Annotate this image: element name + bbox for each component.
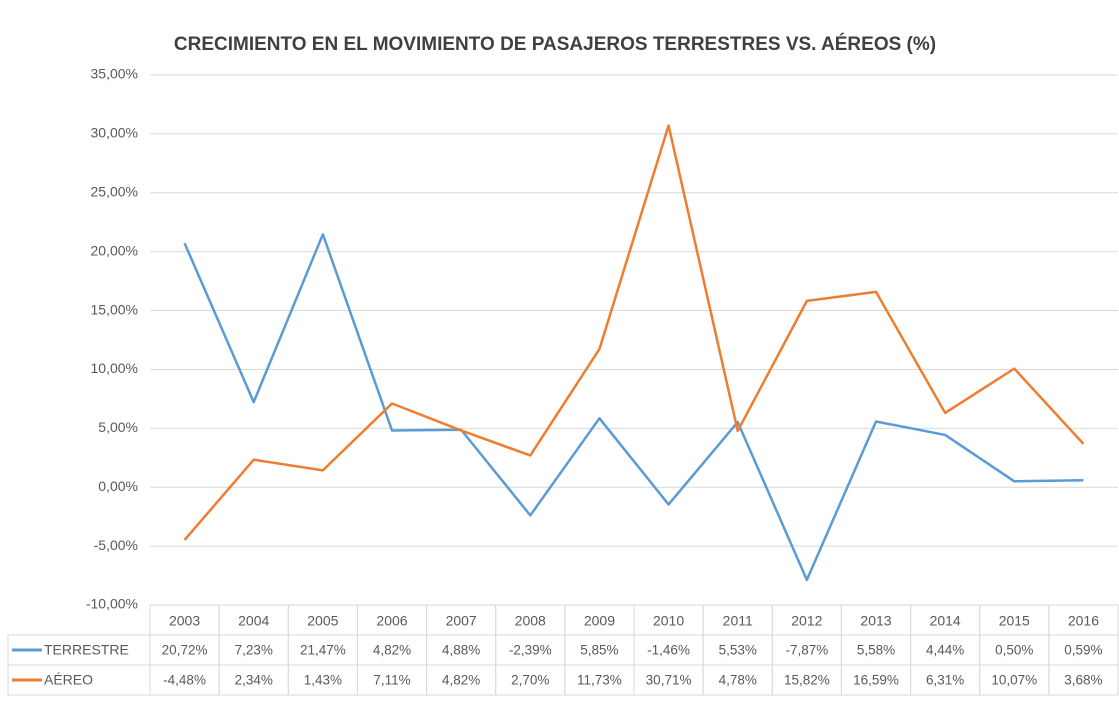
y-tick-label: 15,00% <box>91 301 138 317</box>
data-label: 2,70% <box>511 673 549 688</box>
chart-title: CRECIMIENTO EN EL MOVIMIENTO DE PASAJERO… <box>174 33 936 55</box>
y-tick-label: 5,00% <box>98 419 138 435</box>
x-tick-label: 2006 <box>376 613 407 629</box>
x-tick-label: 2011 <box>723 613 753 629</box>
data-label: 1,43% <box>304 673 342 688</box>
data-label: 15,82% <box>784 673 830 688</box>
y-tick-label: 0,00% <box>98 478 138 494</box>
x-tick-label: 2016 <box>1068 613 1099 629</box>
y-tick-label: 25,00% <box>91 183 138 199</box>
data-label: 4,78% <box>719 673 757 688</box>
x-tick-label: 2007 <box>446 613 477 629</box>
data-label: 6,31% <box>926 673 964 688</box>
data-label: 4,82% <box>442 673 480 688</box>
data-label: 7,11% <box>373 673 410 688</box>
table-cell <box>1048 664 1119 696</box>
y-tick-label: 30,00% <box>91 125 138 141</box>
x-tick-label: 2010 <box>653 613 684 629</box>
data-label: -2,39% <box>509 643 552 658</box>
series-line <box>183 124 1085 541</box>
x-tick-label: 2009 <box>584 613 615 629</box>
data-label: 4,88% <box>442 643 480 658</box>
legend-label: TERRESTRE <box>44 642 129 658</box>
data-label: -1,46% <box>647 643 690 658</box>
y-tick-label: 20,00% <box>91 242 138 258</box>
x-tick-label: 2013 <box>860 613 891 629</box>
data-label: 0,50% <box>995 643 1033 658</box>
data-label: 10,07% <box>991 673 1037 688</box>
data-label: 5,58% <box>857 643 895 658</box>
data-label: 7,23% <box>235 643 273 658</box>
x-tick-label: 2003 <box>169 613 200 629</box>
x-tick-label: 2008 <box>515 613 546 629</box>
data-label: 5,85% <box>580 643 618 658</box>
data-label: 4,44% <box>926 643 964 658</box>
data-label: 30,71% <box>646 673 692 688</box>
data-label: 3,68% <box>1064 673 1102 688</box>
data-label: -7,87% <box>785 643 828 658</box>
legend-label: AÉREO <box>44 672 93 688</box>
data-label: 16,59% <box>853 673 899 688</box>
x-tick-label: 2015 <box>999 613 1030 629</box>
x-tick-label: 2012 <box>791 613 822 629</box>
data-label: 21,47% <box>300 643 346 658</box>
x-tick-label: 2004 <box>238 613 269 629</box>
data-label: 2,34% <box>235 673 273 688</box>
data-label: 11,73% <box>577 673 622 688</box>
y-tick-label: 10,00% <box>91 360 138 376</box>
data-label: 20,72% <box>162 643 208 658</box>
x-tick-label: 2005 <box>307 613 338 629</box>
x-tick-label: 2014 <box>930 613 961 629</box>
data-label: 0,59% <box>1064 643 1102 658</box>
data-label: -4,48% <box>163 673 206 688</box>
series-line <box>183 233 1084 582</box>
data-label: 5,53% <box>719 643 757 658</box>
y-tick-label: -10,00% <box>86 596 138 612</box>
data-label: 4,82% <box>373 643 411 658</box>
y-tick-label: 35,00% <box>91 66 138 82</box>
y-tick-label: -5,00% <box>94 537 138 553</box>
